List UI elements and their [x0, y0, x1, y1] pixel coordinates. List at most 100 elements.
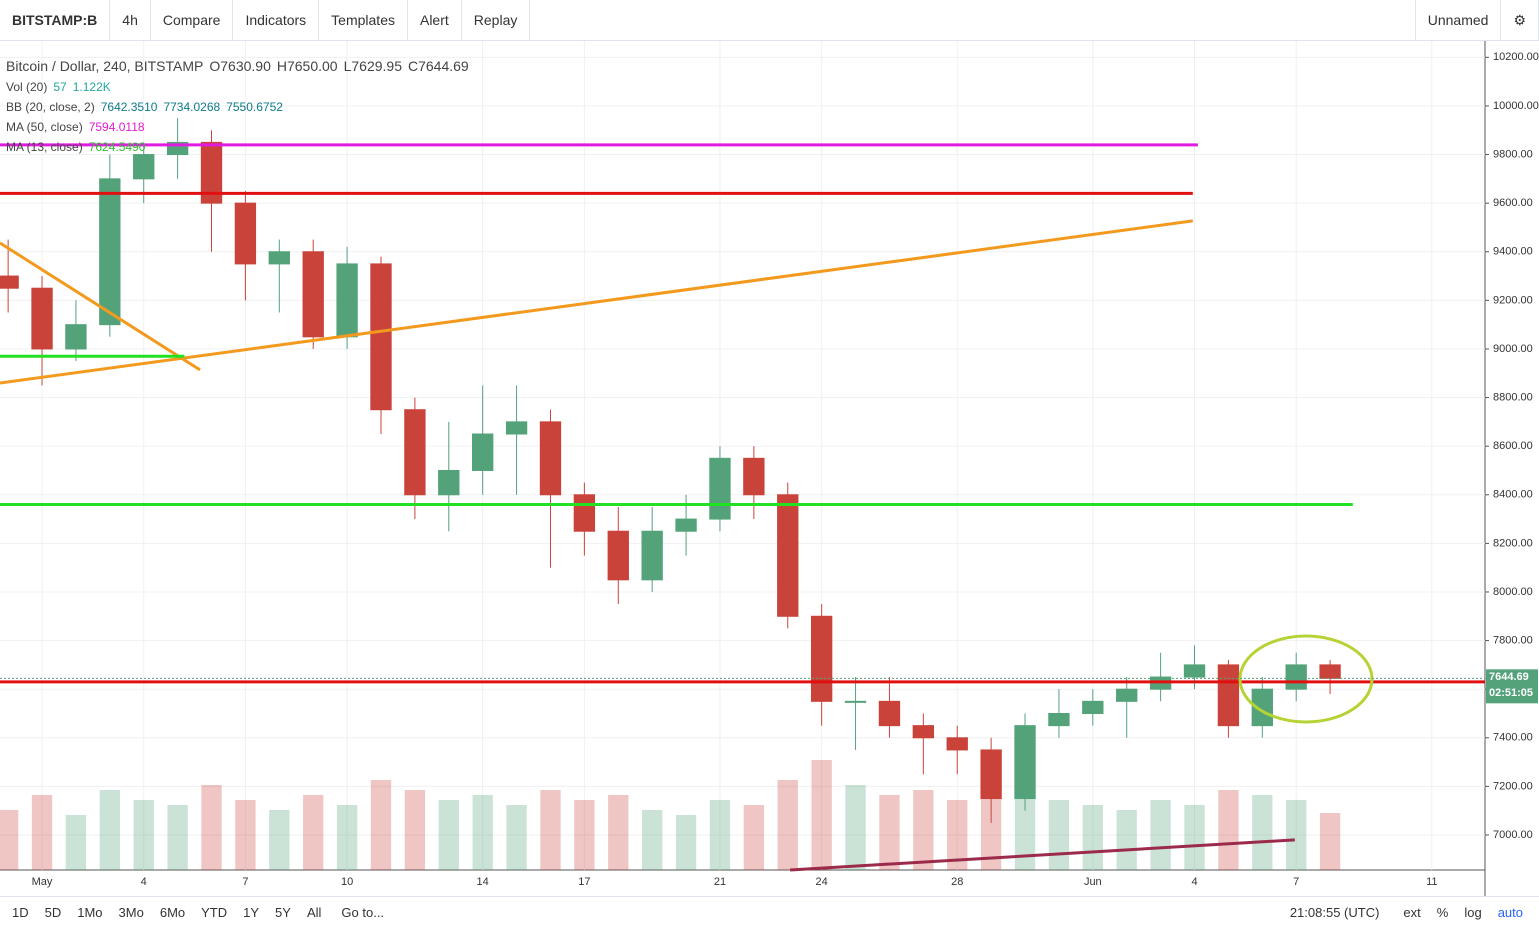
volume-bar: [947, 800, 968, 870]
toolbar: BITSTAMP:B 4h Compare Indicators Templates…: [0, 0, 1539, 41]
x-tick-label: 4: [141, 876, 147, 888]
x-tick-label: 21: [714, 876, 726, 888]
range-button[interactable]: 3Mo: [118, 904, 144, 920]
options: ext% log auto: [1387, 905, 1539, 920]
option-button[interactable]: ext: [1403, 904, 1421, 920]
volume-bar: [913, 790, 934, 870]
toolbar-item[interactable]: Indicators: [233, 0, 320, 40]
volume-bar: [709, 800, 731, 870]
toolbar-item[interactable]: Alert: [408, 0, 462, 40]
volume-bar: [1184, 805, 1205, 870]
indicator-row: BB (20, close, 2) 7642.3510 7734.0268 7550.…: [6, 97, 481, 117]
x-tick-label: 14: [477, 876, 489, 888]
volume-bar: [845, 785, 866, 870]
range-button[interactable]: 1D: [12, 904, 29, 920]
ohlc-value: C7644.69: [408, 58, 469, 74]
x-tick-label: 7: [1293, 876, 1299, 888]
toolbar-item[interactable]: Templates: [319, 0, 408, 40]
indicator-name[interactable]: BB (20, close, 2): [6, 100, 95, 114]
range-button[interactable]: 5D: [44, 904, 62, 920]
candle-body: [844, 700, 867, 703]
toolbar-item[interactable]: Replay: [462, 0, 531, 40]
indicator-name[interactable]: MA (50, close): [6, 120, 83, 134]
option-button[interactable]: %: [1436, 904, 1449, 920]
indicator-name[interactable]: MA (13, close): [6, 140, 83, 154]
y-tick-label: 8200.00: [1493, 537, 1533, 549]
option-button[interactable]: auto: [1497, 904, 1523, 920]
volume-bar: [472, 795, 493, 870]
layout-name[interactable]: Unnamed: [1414, 0, 1502, 40]
settings[interactable]: ⚙: [1501, 0, 1539, 40]
range-button[interactable]: 5Y: [275, 904, 291, 920]
range-button[interactable]: All: [306, 904, 322, 920]
volume-bar: [1319, 813, 1341, 870]
goto[interactable]: Go to...: [341, 904, 385, 920]
volume-bar: [608, 795, 629, 870]
drawing-line: [790, 838, 1295, 872]
candle-body: [99, 178, 121, 326]
candle-body: [472, 433, 494, 471]
volume-bar: [133, 800, 154, 870]
candle-body: [980, 749, 1002, 800]
drawing-line: [0, 241, 201, 372]
volume-bar: [201, 785, 222, 870]
volume-bar: [1048, 800, 1070, 870]
candle-body: [878, 700, 901, 727]
volume-bar: [31, 795, 53, 870]
legend-title-row: Bitcoin / Dollar, 240, BITSTAMP O7630.90 H…: [6, 56, 481, 77]
indicator-row: MA (50, close) 7594.0118: [6, 117, 481, 137]
price-axis: [1485, 41, 1539, 896]
candle-body: [675, 518, 697, 532]
chart: 7000.007200.007400.007600.007800.008000.…: [0, 41, 1539, 896]
highlight-ellipse: [1238, 634, 1374, 724]
clock: 21:08:55 (UTC): [1289, 904, 1380, 920]
volume-bar: [1286, 800, 1307, 870]
volume-bar: [1218, 790, 1239, 870]
countdown: 02:51:05: [1489, 687, 1533, 699]
indicator-value: 57: [53, 80, 67, 94]
range-button[interactable]: 1Y: [243, 904, 260, 920]
volume-bar: [99, 790, 120, 870]
x-tick-label: 7: [242, 876, 248, 888]
interval[interactable]: 4h: [110, 0, 151, 40]
price-tag-label: 7644.69: [1489, 671, 1529, 683]
candle-body: [1285, 664, 1307, 690]
x-tick-label: 24: [816, 876, 828, 888]
indicator-row: MA (13, close) 7624.5490: [6, 137, 481, 157]
candle-body: [1116, 688, 1138, 702]
indicator-value: 1.122K: [72, 80, 111, 94]
candle-body: [573, 494, 596, 532]
candle-body: [1014, 725, 1036, 800]
drawing-line: [0, 219, 1194, 385]
option-button[interactable]: log: [1464, 904, 1482, 920]
indicator-name[interactable]: Vol (20): [6, 80, 48, 94]
x-tick-label: 10: [341, 876, 353, 888]
range-button[interactable]: 1Mo: [77, 904, 103, 920]
candle-body: [268, 251, 290, 265]
y-tick-label: 7800.00: [1493, 634, 1533, 646]
ohlc-value: L7629.95: [343, 58, 402, 74]
candle-body: [1217, 664, 1240, 727]
candle-body: [200, 141, 223, 204]
range-button[interactable]: YTD: [201, 904, 228, 920]
candle-body: [438, 469, 460, 496]
ohlc: O7630.90 H7650.00 L7629.95 C7644.69: [209, 58, 474, 74]
symbol[interactable]: BITSTAMP:B: [0, 0, 111, 40]
volume-bar: [269, 810, 290, 870]
volume-bar: [235, 800, 256, 870]
candle-body: [777, 494, 799, 617]
range-button[interactable]: 6Mo: [159, 904, 186, 920]
candle-body: [336, 263, 358, 338]
toolbar-item[interactable]: Compare: [151, 0, 234, 40]
indicator-value: 7594.0118: [88, 120, 145, 134]
x-tick-label: 28: [951, 876, 963, 888]
candle-body: [607, 530, 629, 581]
ranges: 1D 5D 1Mo 3Mo 6Mo YTD 1Y 5Y All: [0, 905, 333, 920]
x-tick-label: May: [32, 876, 53, 888]
y-tick-label: 7200.00: [1493, 780, 1533, 792]
candle-body: [743, 457, 765, 496]
y-tick-label: 9000.00: [1493, 343, 1533, 355]
volume-bar: [675, 815, 697, 870]
y-tick-label: 9400.00: [1493, 246, 1533, 258]
